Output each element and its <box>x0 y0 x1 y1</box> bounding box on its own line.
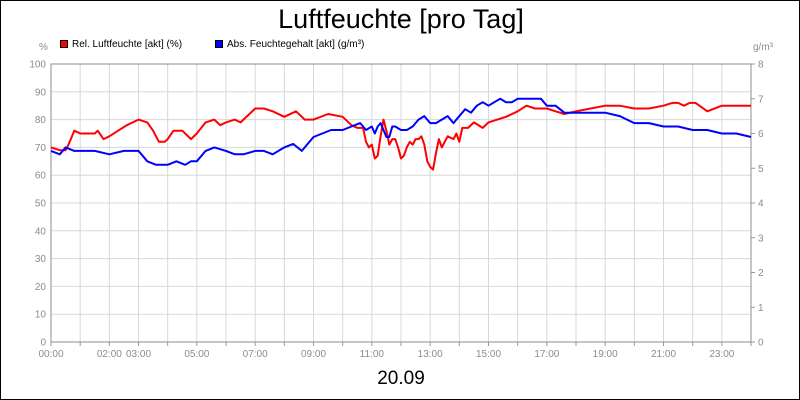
x-tick-label: 02:00 <box>97 349 122 360</box>
right-tick-label: 4 <box>758 199 764 210</box>
left-tick-label: 0 <box>40 338 46 349</box>
right-axis-unit: g/m³ <box>753 42 773 53</box>
legend-swatch-red <box>60 40 68 48</box>
right-tick-label: 5 <box>758 164 764 175</box>
left-tick-label: 30 <box>35 254 47 265</box>
plot-border <box>50 63 752 343</box>
x-axis-date-label: 20.09 <box>377 368 425 389</box>
x-tick-label: 17:00 <box>534 349 559 360</box>
legend-item-abs-humidity: Abs. Feuchtegehalt [akt] (g/m³) <box>215 39 364 51</box>
right-tick-label: 0 <box>758 338 764 349</box>
x-tick-label: 21:00 <box>651 349 676 360</box>
left-tick-label: 50 <box>35 199 47 210</box>
right-tick-label: 3 <box>758 233 764 244</box>
left-tick-label: 60 <box>35 171 47 182</box>
x-tick-label: 07:00 <box>243 349 268 360</box>
left-tick-label: 100 <box>29 60 46 71</box>
x-tick-label: 23:00 <box>709 349 734 360</box>
right-tick-label: 2 <box>758 268 764 279</box>
right-tick-label: 6 <box>758 129 764 140</box>
x-tick-label: 13:00 <box>418 349 443 360</box>
legend-label-rel-humidity: Rel. Luftfeuchte [akt] (%) <box>72 39 183 50</box>
left-tick-label: 90 <box>35 87 47 98</box>
legend-item-rel-humidity: Rel. Luftfeuchte [akt] (%) <box>60 39 182 51</box>
series-line-abs-humidity <box>50 97 752 166</box>
x-tick-label: 03:00 <box>126 349 151 360</box>
right-tick-label: 7 <box>758 94 764 105</box>
left-tick-label: 80 <box>35 115 47 126</box>
legend-label-abs-humidity: Abs. Feuchtegehalt [akt] (g/m³) <box>227 39 365 50</box>
left-tick-label: 20 <box>35 282 47 293</box>
x-tick-label: 19:00 <box>593 349 618 360</box>
x-tick-label: 09:00 <box>301 349 326 360</box>
x-tick-label: 11:00 <box>360 349 385 360</box>
x-tick-label: 00:00 <box>38 349 63 360</box>
chart-title: Luftfeuchte [pro Tag] <box>278 4 524 34</box>
left-tick-label: 10 <box>35 310 47 321</box>
legend-swatch-blue <box>215 40 223 48</box>
left-axis-unit: % <box>39 42 48 53</box>
right-tick-label: 8 <box>758 60 764 71</box>
right-tick-label: 1 <box>758 303 764 314</box>
left-tick-label: 40 <box>35 226 47 237</box>
x-tick-label: 05:00 <box>184 349 209 360</box>
x-tick-label: 15:00 <box>476 349 501 360</box>
left-tick-label: 70 <box>35 143 47 154</box>
